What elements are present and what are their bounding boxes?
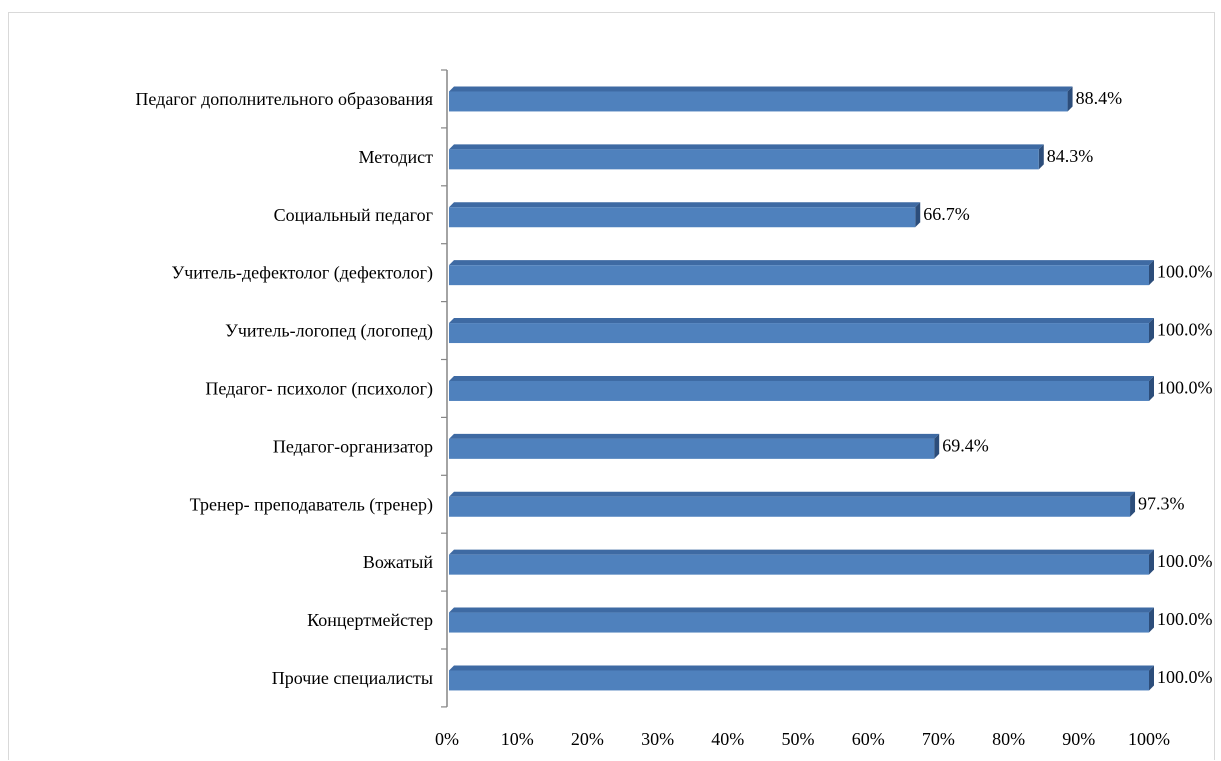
bar [449, 202, 921, 228]
bar-side-face [1130, 491, 1136, 517]
category-labels: Педагог дополнительного образования Метод… [135, 89, 433, 688]
category-label: Концертмейстер [307, 610, 433, 630]
bar [449, 86, 1073, 112]
bar-front-face [449, 149, 1039, 170]
chart-frame: Педагог дополнительного образования Метод… [8, 12, 1215, 760]
bar-front-face [449, 438, 935, 459]
bar [449, 549, 1154, 575]
bar-side-face [1149, 318, 1154, 344]
bar [449, 260, 1154, 286]
bar-top-face [449, 665, 1154, 671]
data-label: 69.4% [942, 435, 989, 455]
category-label: Педагог дополнительного образования [135, 89, 433, 109]
bar-side-face [1149, 607, 1154, 633]
x-tick-label: 50% [782, 729, 815, 749]
bar-top-face [449, 260, 1154, 266]
data-label: 84.3% [1047, 146, 1094, 166]
x-tick-label: 20% [571, 729, 604, 749]
data-label: 100.0% [1157, 320, 1213, 340]
bar-top-face [449, 202, 921, 208]
x-tick-label: 80% [992, 729, 1025, 749]
category-label: Учитель-дефектолог (дефектолог) [171, 263, 433, 284]
bar-front-face [449, 91, 1068, 112]
bar [449, 665, 1154, 691]
bar [449, 144, 1044, 170]
data-label: 100.0% [1157, 551, 1213, 571]
data-label: 100.0% [1157, 262, 1213, 282]
category-label: Учитель-логопед (логопед) [225, 321, 433, 342]
bar [449, 375, 1154, 401]
data-label: 66.7% [923, 204, 970, 224]
bar-side-face [1067, 86, 1073, 112]
bar [449, 491, 1136, 517]
bar-top-face [449, 607, 1154, 613]
x-tick-label: 70% [922, 729, 955, 749]
category-label: Педагог- психолог (психолог) [205, 378, 433, 399]
bar-front-face [449, 612, 1149, 633]
bar-front-face [449, 554, 1149, 575]
bar-top-face [449, 318, 1154, 324]
bar-front-face [449, 496, 1131, 517]
bar-side-face [1149, 549, 1154, 575]
bar-side-face [1038, 144, 1044, 170]
category-label: Вожатый [363, 552, 433, 572]
bar-top-face [449, 86, 1073, 92]
data-label: 100.0% [1157, 667, 1213, 687]
bar-front-face [449, 380, 1149, 401]
bar-side-face [1149, 260, 1154, 286]
x-tick-label: 40% [711, 729, 744, 749]
bar [449, 433, 940, 459]
bar [449, 318, 1154, 344]
bar-side-face [1149, 375, 1154, 401]
bar-side-face [915, 202, 921, 228]
x-tick-label: 0% [435, 729, 459, 749]
x-tick-label: 100% [1128, 729, 1170, 749]
axes [441, 69, 448, 708]
bar-top-face [449, 144, 1044, 150]
bar-top-face [449, 549, 1154, 555]
value-labels: 88.4% 84.3% 66.7% 100.0% 100.0% 100.0% 69.4% 97… [923, 88, 1212, 687]
category-label: Тренер- преподаватель (тренер) [190, 494, 433, 515]
bar-chart: Педагог дополнительного образования Метод… [135, 69, 1213, 749]
x-tick-label: 60% [852, 729, 885, 749]
x-tick-label: 90% [1062, 729, 1095, 749]
bar-top-face [449, 433, 940, 439]
bars [449, 86, 1154, 691]
data-label: 100.0% [1157, 609, 1213, 629]
category-label: Педагог-организатор [273, 436, 433, 456]
x-tick-label: 10% [501, 729, 534, 749]
data-label: 100.0% [1157, 377, 1213, 397]
bar-side-face [1149, 665, 1154, 691]
category-label: Социальный педагог [274, 205, 433, 225]
category-label: Методист [358, 147, 433, 167]
bar-front-face [449, 670, 1149, 691]
category-label: Прочие специалисты [272, 668, 433, 688]
bar-top-face [449, 375, 1154, 381]
data-label: 97.3% [1138, 493, 1185, 513]
bar-front-face [449, 323, 1149, 344]
bar-side-face [934, 433, 940, 459]
bar-front-face [449, 265, 1149, 286]
bar-top-face [449, 491, 1136, 497]
bar [449, 607, 1154, 633]
bar-front-face [449, 207, 916, 228]
data-label: 88.4% [1076, 88, 1123, 108]
x-tick-label: 30% [641, 729, 674, 749]
x-tick-labels: 0% 10% 20% 30% 40% 50% 60% 70% 80% 90% 100% [435, 729, 1170, 749]
